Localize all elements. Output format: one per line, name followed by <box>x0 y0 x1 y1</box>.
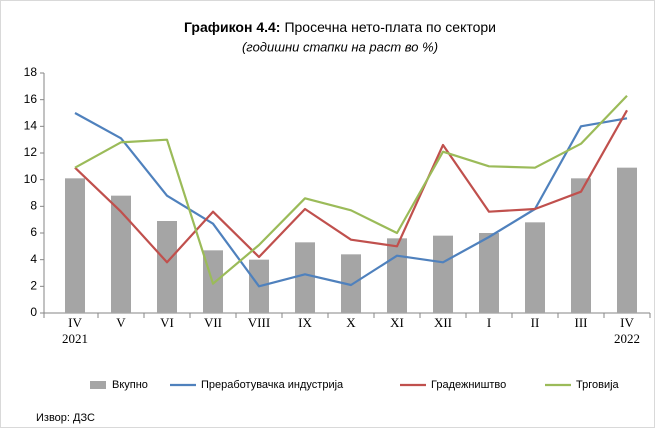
bar <box>479 233 499 313</box>
bar <box>617 167 637 313</box>
x-tick-label: XI <box>390 315 404 330</box>
y-tick-label: 12 <box>24 145 38 159</box>
x-year-label: 2021 <box>62 331 88 346</box>
x-tick-label: VI <box>160 315 174 330</box>
bar <box>341 254 361 313</box>
chart-title-group: Графикон 4.4: Просечна нето-плата по сект… <box>184 19 496 35</box>
legend-label: Градежништво <box>431 379 506 391</box>
line <box>74 109 628 264</box>
x-tick-label: IX <box>298 315 312 330</box>
legend-label: Трговија <box>576 379 620 391</box>
x-tick-label: II <box>531 315 540 330</box>
bar <box>157 221 177 313</box>
line <box>74 94 628 285</box>
chart-subtitle: (годишни стапки на раст во %) <box>242 39 438 54</box>
legend-label: Вкупно <box>112 379 148 391</box>
bar <box>525 222 545 313</box>
y-tick-label: 18 <box>24 65 38 79</box>
x-tick-label: V <box>116 315 126 330</box>
chart-title: Просечна нето-плата по сектори <box>284 19 496 35</box>
x-tick-label: XII <box>434 315 452 330</box>
chart-title-label: Графикон 4.4: <box>184 19 280 35</box>
x-tick-label: IV <box>620 315 634 330</box>
legend-swatch <box>90 381 106 389</box>
y-tick-label: 6 <box>30 225 37 239</box>
x-year-label: 2022 <box>614 331 640 346</box>
bar <box>111 195 131 313</box>
source: Извор: ДЗС <box>36 412 95 424</box>
y-tick-label: 8 <box>30 199 37 213</box>
x-tick-label: VII <box>204 315 222 330</box>
x-tick-label: VIII <box>248 315 270 330</box>
x-tick-label: X <box>346 315 356 330</box>
y-tick-label: 2 <box>30 279 37 293</box>
legend-label: Преработувачка индустрија <box>201 379 344 391</box>
bar <box>433 235 453 313</box>
bar <box>571 178 591 313</box>
bar <box>65 178 85 313</box>
y-tick-label: 10 <box>24 172 38 186</box>
y-tick-label: 16 <box>24 92 38 106</box>
x-tick-label: IV <box>68 315 82 330</box>
bar <box>387 238 407 313</box>
y-tick-label: 4 <box>30 252 37 266</box>
y-tick-label: 14 <box>24 119 38 133</box>
x-tick-label: I <box>487 315 491 330</box>
y-tick-label: 0 <box>30 305 37 319</box>
bar <box>295 242 315 313</box>
x-tick-label: III <box>575 315 588 330</box>
